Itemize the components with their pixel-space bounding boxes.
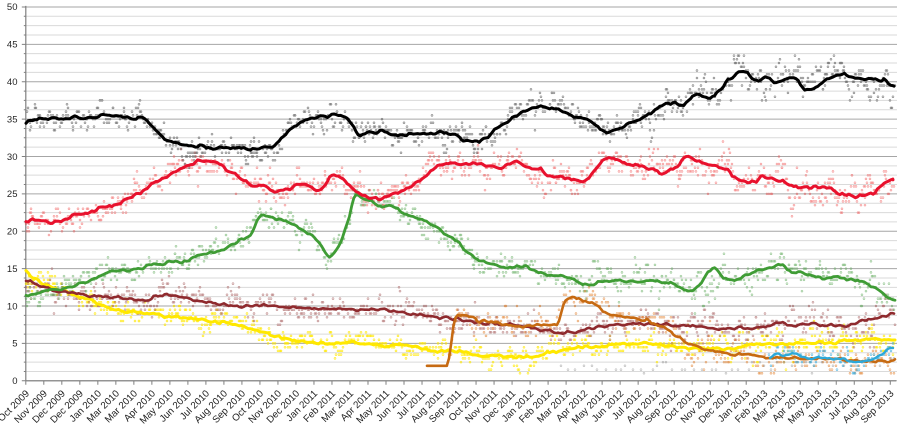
svg-text:20: 20 <box>7 227 18 238</box>
svg-text:25: 25 <box>7 189 18 200</box>
svg-text:30: 30 <box>7 152 18 163</box>
svg-text:5: 5 <box>12 339 17 350</box>
svg-text:45: 45 <box>7 40 18 51</box>
svg-text:50: 50 <box>7 2 18 13</box>
svg-text:10: 10 <box>7 301 18 312</box>
svg-text:35: 35 <box>7 114 18 125</box>
svg-text:40: 40 <box>7 77 18 88</box>
svg-text:0: 0 <box>12 376 17 387</box>
svg-text:15: 15 <box>7 264 18 275</box>
